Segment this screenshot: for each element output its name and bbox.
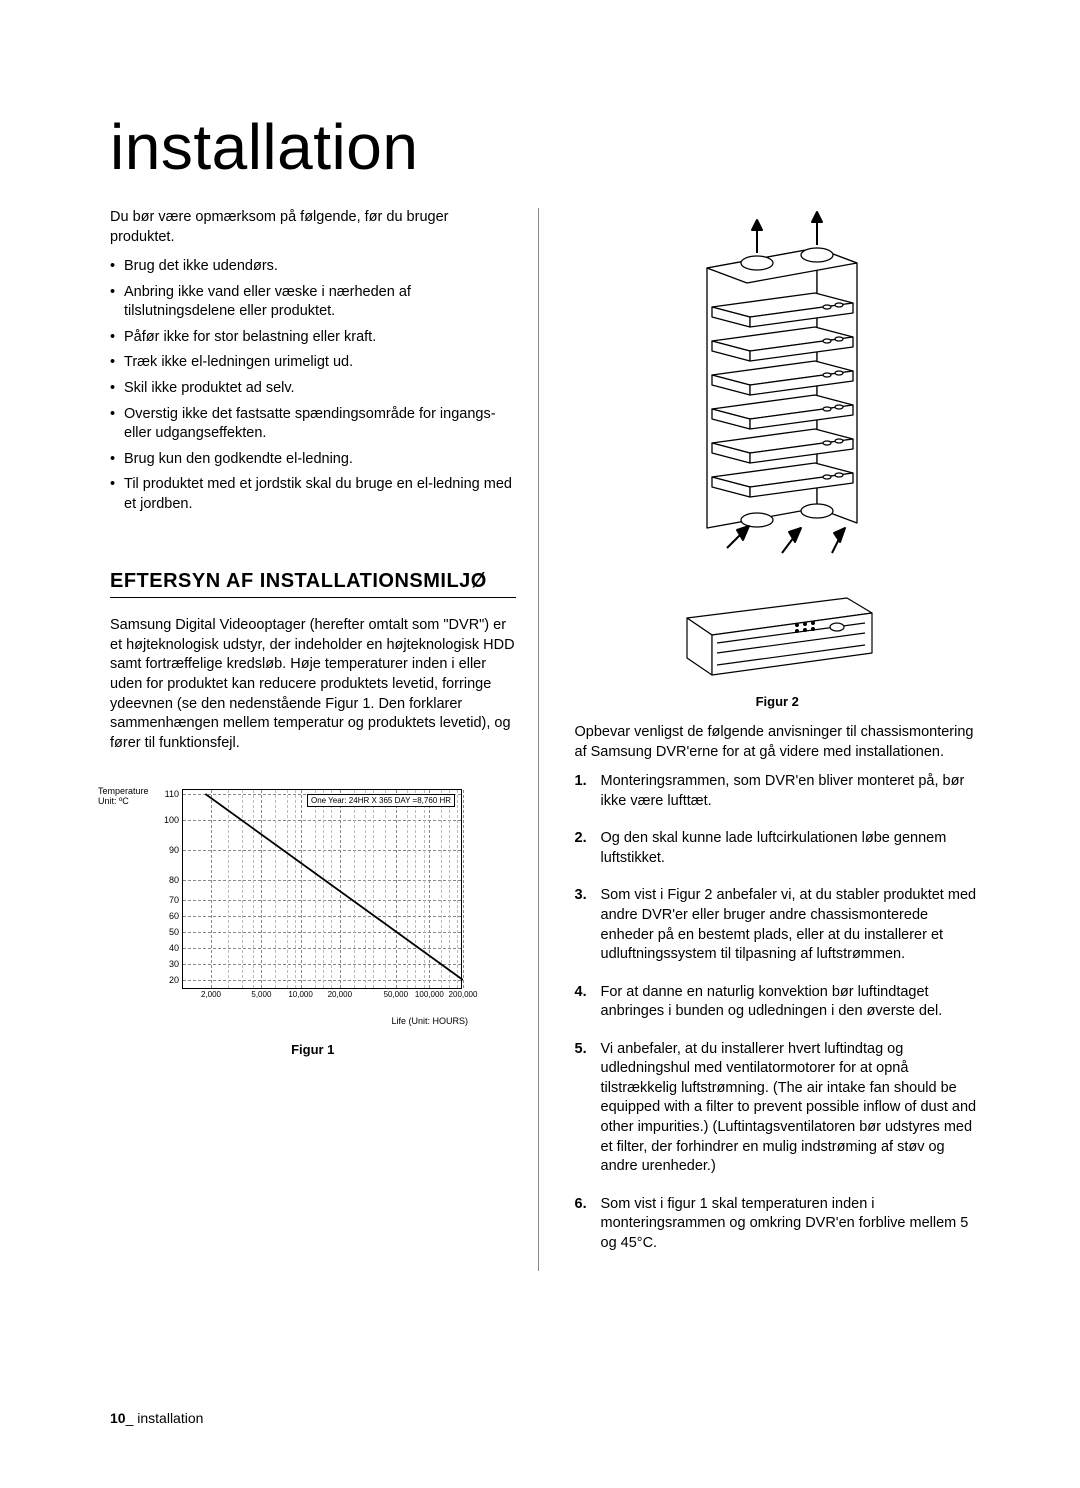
ylabel-line: Temperature xyxy=(98,786,149,796)
right-intro-paragraph: Opbevar venligst de følgende anvisninger… xyxy=(575,723,981,762)
chart-xtick: 2,000 xyxy=(201,990,221,999)
bullet-item: Anbring ikke vand eller væske i nærheden… xyxy=(110,283,516,322)
two-column-layout: Du bør være opmærksom på følgende, før d… xyxy=(110,208,980,1271)
column-right: Figur 2 Opbevar venligst de følgende anv… xyxy=(575,208,981,1271)
chart-ytick: 40 xyxy=(169,943,179,953)
numbered-item: Monteringsrammen, som DVR'en bliver mont… xyxy=(575,772,981,811)
numbered-item: For at danne en naturlig konvektion bør … xyxy=(575,983,981,1022)
chart-y-axis-label: Temperature Unit: ºC xyxy=(98,787,158,807)
numbered-item: Som vist i Figur 2 anbefaler vi, at du s… xyxy=(575,886,981,964)
intro-paragraph: Du bør være opmærksom på følgende, før d… xyxy=(110,208,516,247)
figure-2: Figur 2 xyxy=(575,208,981,709)
numbered-item: Som vist i figur 1 skal temperaturen ind… xyxy=(575,1195,981,1254)
ylabel-line: Unit: ºC xyxy=(98,796,129,806)
chart-ytick: 70 xyxy=(169,895,179,905)
chart-xtick: 5,000 xyxy=(251,990,271,999)
chart-ytick: 100 xyxy=(164,815,179,825)
column-left: Du bør være opmærksom på følgende, før d… xyxy=(110,208,539,1271)
numbered-item: Vi anbefaler, at du installerer hvert lu… xyxy=(575,1040,981,1177)
chart-xtick: 100,000 xyxy=(415,990,444,999)
bullet-item: Brug det ikke udendørs. xyxy=(110,257,516,277)
bullet-item: Træk ikke el-ledningen urimeligt ud. xyxy=(110,353,516,373)
chart-ytick: 20 xyxy=(169,975,179,985)
chart-ytick: 50 xyxy=(169,927,179,937)
footer-sep: _ xyxy=(126,1410,138,1426)
footer-label: installation xyxy=(137,1410,203,1426)
bullet-list: Brug det ikke udendørs. Anbring ikke van… xyxy=(110,257,516,514)
section-heading: EFTERSYN AF INSTALLATIONSMILJØ xyxy=(110,570,516,593)
chart-ytick: 80 xyxy=(169,875,179,885)
chart-xtick: 200,000 xyxy=(449,990,478,999)
rack-illustration xyxy=(667,208,887,588)
bullet-item: Påfør ikke for stor belastning eller kra… xyxy=(110,328,516,348)
bullet-item: Overstig ikke det fastsatte spændingsomr… xyxy=(110,405,516,444)
figure-1-caption: Figur 1 xyxy=(110,1042,516,1057)
chart-x-axis-label: Life (Unit: HOURS) xyxy=(391,1016,468,1026)
page-title: installation xyxy=(110,110,980,184)
chart-ytick: 110 xyxy=(165,789,179,799)
chart-annotation: One Year: 24HR X 365 DAY =8,760 HR xyxy=(307,794,455,807)
chart-ytick: 30 xyxy=(169,959,179,969)
chart-ytick: 90 xyxy=(169,845,179,855)
page-footer: 10_ installation xyxy=(110,1410,203,1426)
chart-xtick: 10,000 xyxy=(288,990,312,999)
bullet-item: Skil ikke produktet ad selv. xyxy=(110,379,516,399)
numbered-item: Og den skal kunne lade luftcirkulationen… xyxy=(575,829,981,868)
chart-xtick: 50,000 xyxy=(384,990,408,999)
section-rule xyxy=(110,597,516,598)
figure-2-caption: Figur 2 xyxy=(575,694,981,709)
dvr-front-panel-illustration xyxy=(677,593,877,683)
chart-xtick: 20,000 xyxy=(328,990,352,999)
bullet-item: Brug kun den godkendte el-ledning. xyxy=(110,450,516,470)
temperature-life-chart: Temperature Unit: ºC One Year: 24HR X 36… xyxy=(128,789,478,1014)
chart-plot-area: One Year: 24HR X 365 DAY =8,760 HR 11010… xyxy=(182,789,462,989)
page-number: 10 xyxy=(110,1410,126,1426)
figure-1: Temperature Unit: ºC One Year: 24HR X 36… xyxy=(110,789,516,1057)
numbered-list: Monteringsrammen, som DVR'en bliver mont… xyxy=(575,772,981,1253)
bullet-item: Til produktet med et jordstik skal du br… xyxy=(110,475,516,514)
chart-ytick: 60 xyxy=(169,911,179,921)
section-body: Samsung Digital Videooptager (herefter o… xyxy=(110,616,516,753)
